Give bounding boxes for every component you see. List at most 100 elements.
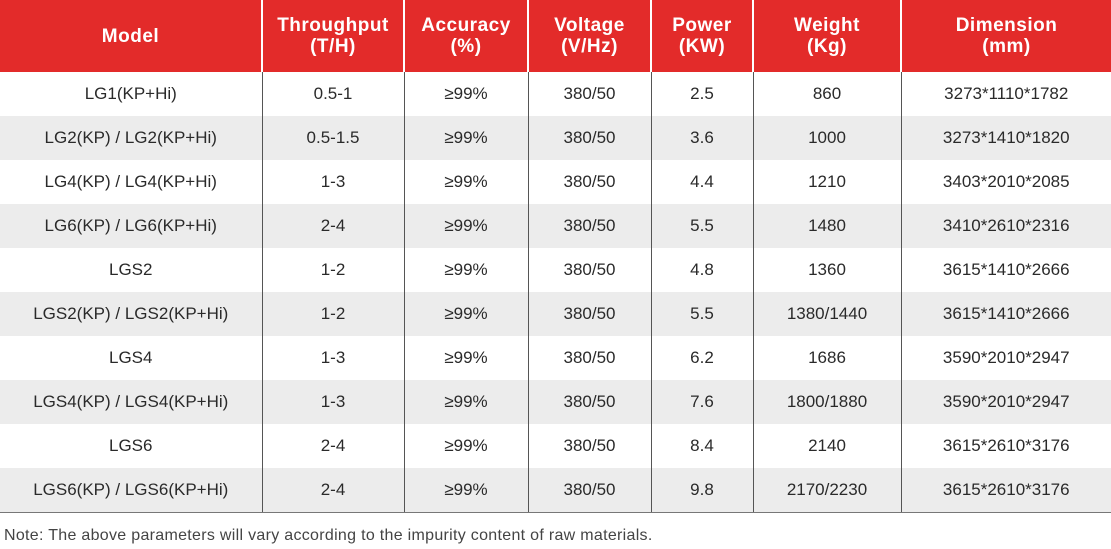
cell-accuracy: ≥99% — [404, 160, 529, 204]
table-header: Model Throughput (T/H) Accuracy (%) Voltage (V… — [0, 0, 1111, 72]
table-row: LG2(KP) / LG2(KP+Hi) 0.5-1.5 ≥99% 380/50 3.6… — [0, 116, 1111, 160]
cell-model: LGS2(KP) / LGS2(KP+Hi) — [0, 292, 263, 336]
cell-accuracy: ≥99% — [404, 380, 529, 424]
cell-power: 5.5 — [651, 204, 754, 248]
cell-voltage: 380/50 — [528, 380, 652, 424]
cell-throughput: 0.5-1.5 — [262, 116, 405, 160]
cell-dimension: 3273*1110*1782 — [901, 72, 1111, 116]
cell-accuracy: ≥99% — [404, 204, 529, 248]
cell-throughput: 1-3 — [262, 336, 405, 380]
cell-voltage: 380/50 — [528, 72, 652, 116]
cell-model: LG1(KP+Hi) — [0, 72, 263, 116]
cell-accuracy: ≥99% — [404, 116, 529, 160]
table-row: LGS2 1-2 ≥99% 380/50 4.8 1360 3615*1410*2666 — [0, 248, 1111, 292]
header-model-label: Model — [101, 25, 160, 47]
header-throughput-label: Throughput — [277, 15, 389, 36]
cell-throughput: 1-2 — [262, 292, 405, 336]
cell-throughput: 2-4 — [262, 424, 405, 468]
cell-weight: 1000 — [753, 116, 902, 160]
header-weight-unit: (Kg) — [807, 36, 847, 57]
cell-model: LG6(KP) / LG6(KP+Hi) — [0, 204, 263, 248]
cell-power: 7.6 — [651, 380, 754, 424]
cell-power: 6.2 — [651, 336, 754, 380]
table-body: LG1(KP+Hi) 0.5-1 ≥99% 380/50 2.5 860 3273*1110… — [0, 72, 1111, 513]
table-row: LGS4 1-3 ≥99% 380/50 6.2 1686 3590*2010*2947 — [0, 336, 1111, 380]
cell-accuracy: ≥99% — [404, 292, 529, 336]
cell-dimension: 3615*2610*3176 — [901, 424, 1111, 468]
cell-throughput: 2-4 — [262, 468, 405, 513]
header-throughput: Throughput (T/H) — [262, 0, 405, 72]
header-accuracy: Accuracy (%) — [404, 0, 529, 72]
table-row: LG6(KP) / LG6(KP+Hi) 2-4 ≥99% 380/50 5.5 1480… — [0, 204, 1111, 248]
header-accuracy-unit: (%) — [450, 36, 482, 57]
cell-voltage: 380/50 — [528, 204, 652, 248]
table-row: LGS6(KP) / LGS6(KP+Hi) 2-4 ≥99% 380/50 9.8 21… — [0, 468, 1111, 513]
cell-dimension: 3590*2010*2947 — [901, 336, 1111, 380]
header-power: Power (KW) — [651, 0, 754, 72]
header-power-label: Power — [672, 15, 732, 36]
cell-power: 4.8 — [651, 248, 754, 292]
header-voltage-label: Voltage — [554, 15, 625, 36]
cell-voltage: 380/50 — [528, 248, 652, 292]
table-row: LGS4(KP) / LGS4(KP+Hi) 1-3 ≥99% 380/50 7.6 18… — [0, 380, 1111, 424]
table-row: LGS2(KP) / LGS2(KP+Hi) 1-2 ≥99% 380/50 5.5 13… — [0, 292, 1111, 336]
cell-model: LGS6 — [0, 424, 263, 468]
header-throughput-unit: (T/H) — [310, 36, 356, 57]
cell-throughput: 2-4 — [262, 204, 405, 248]
header-weight-label: Weight — [794, 15, 860, 36]
header-voltage: Voltage (V/Hz) — [528, 0, 652, 72]
header-accuracy-label: Accuracy — [421, 15, 511, 36]
cell-throughput: 1-2 — [262, 248, 405, 292]
cell-power: 4.4 — [651, 160, 754, 204]
cell-voltage: 380/50 — [528, 468, 652, 513]
cell-dimension: 3403*2010*2085 — [901, 160, 1111, 204]
cell-dimension: 3615*2610*3176 — [901, 468, 1111, 513]
cell-voltage: 380/50 — [528, 116, 652, 160]
cell-dimension: 3615*1410*2666 — [901, 292, 1111, 336]
cell-model: LGS2 — [0, 248, 263, 292]
cell-voltage: 380/50 — [528, 160, 652, 204]
cell-model: LGS4 — [0, 336, 263, 380]
cell-dimension: 3273*1410*1820 — [901, 116, 1111, 160]
cell-model: LGS6(KP) / LGS6(KP+Hi) — [0, 468, 263, 513]
spec-table: Model Throughput (T/H) Accuracy (%) Voltage (V… — [0, 0, 1111, 513]
cell-model: LGS4(KP) / LGS4(KP+Hi) — [0, 380, 263, 424]
cell-power: 2.5 — [651, 72, 754, 116]
cell-power: 3.6 — [651, 116, 754, 160]
cell-voltage: 380/50 — [528, 424, 652, 468]
cell-weight: 1360 — [753, 248, 902, 292]
cell-power: 9.8 — [651, 468, 754, 513]
header-row: Model Throughput (T/H) Accuracy (%) Voltage (V… — [0, 0, 1111, 72]
cell-accuracy: ≥99% — [404, 468, 529, 513]
cell-dimension: 3590*2010*2947 — [901, 380, 1111, 424]
cell-accuracy: ≥99% — [404, 424, 529, 468]
cell-dimension: 3615*1410*2666 — [901, 248, 1111, 292]
cell-voltage: 380/50 — [528, 336, 652, 380]
cell-model: LG4(KP) / LG4(KP+Hi) — [0, 160, 263, 204]
cell-accuracy: ≥99% — [404, 248, 529, 292]
cell-weight: 1210 — [753, 160, 902, 204]
cell-dimension: 3410*2610*2316 — [901, 204, 1111, 248]
cell-weight: 1686 — [753, 336, 902, 380]
cell-weight: 1480 — [753, 204, 902, 248]
table-row: LGS6 2-4 ≥99% 380/50 8.4 2140 3615*2610*3176 — [0, 424, 1111, 468]
header-dimension: Dimension (mm) — [901, 0, 1111, 72]
cell-accuracy: ≥99% — [404, 336, 529, 380]
header-weight: Weight (Kg) — [753, 0, 902, 72]
cell-throughput: 1-3 — [262, 380, 405, 424]
cell-voltage: 380/50 — [528, 292, 652, 336]
cell-weight: 860 — [753, 72, 902, 116]
cell-accuracy: ≥99% — [404, 72, 529, 116]
cell-model: LG2(KP) / LG2(KP+Hi) — [0, 116, 263, 160]
table-row: LG4(KP) / LG4(KP+Hi) 1-3 ≥99% 380/50 4.4 1210… — [0, 160, 1111, 204]
cell-power: 8.4 — [651, 424, 754, 468]
footnote: Note: The above parameters will vary acc… — [4, 527, 653, 544]
header-dimension-label: Dimension — [955, 15, 1058, 36]
cell-weight: 2170/2230 — [753, 468, 902, 513]
header-dimension-unit: (mm) — [982, 36, 1031, 57]
cell-throughput: 1-3 — [262, 160, 405, 204]
header-voltage-unit: (V/Hz) — [561, 36, 618, 57]
header-power-unit: (KW) — [678, 36, 726, 57]
table-row: LG1(KP+Hi) 0.5-1 ≥99% 380/50 2.5 860 3273*1110… — [0, 72, 1111, 116]
cell-weight: 1380/1440 — [753, 292, 902, 336]
